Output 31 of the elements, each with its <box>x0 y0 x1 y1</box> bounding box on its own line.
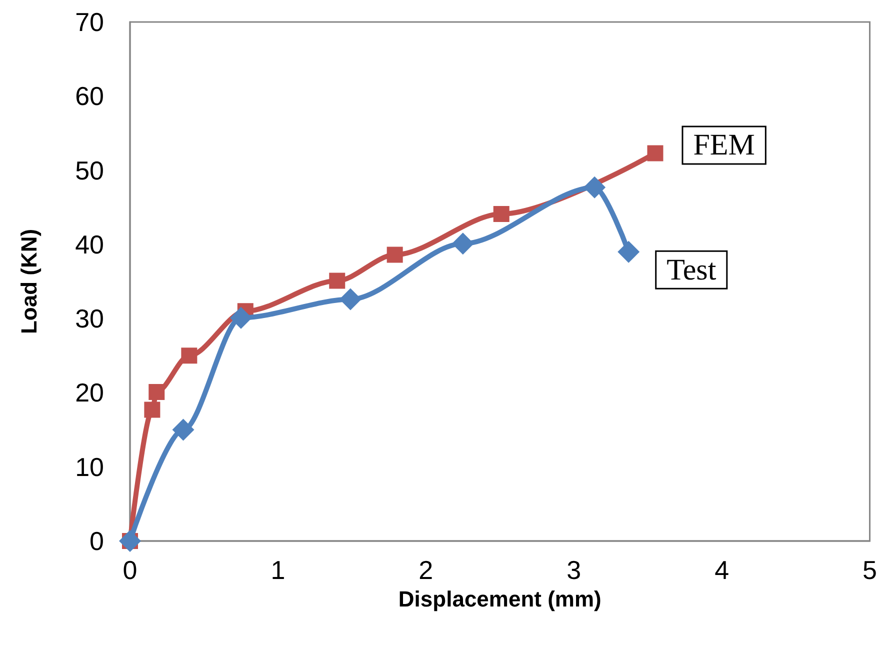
y-tick-label: 40 <box>75 229 104 260</box>
y-tick-label: 20 <box>75 378 104 408</box>
point <box>618 240 640 263</box>
point <box>386 246 403 263</box>
point <box>230 306 252 329</box>
point <box>144 402 160 418</box>
y-axis-title: Load (KN) <box>16 228 42 334</box>
y-tick-label: 50 <box>75 155 104 186</box>
y-tick-label: 60 <box>75 81 104 112</box>
x-tick-label: 2 <box>418 555 434 585</box>
point <box>584 176 606 198</box>
point <box>329 272 346 289</box>
y-tick-label: 10 <box>75 452 104 482</box>
point <box>452 232 474 255</box>
x-tick-label: 5 <box>862 555 878 585</box>
y-tick-label: 70 <box>75 7 104 37</box>
point <box>647 145 664 162</box>
y-tick-label: 30 <box>75 304 104 334</box>
point <box>493 206 510 222</box>
x-tick-label: 4 <box>714 555 730 585</box>
series-label: FEM <box>693 128 755 162</box>
x-axis-title: Displacement (mm) <box>398 586 602 612</box>
x-tick-label: 0 <box>122 555 138 585</box>
point <box>181 348 198 364</box>
y-tick-label: 0 <box>90 526 104 556</box>
point <box>172 418 194 441</box>
x-tick-label: 3 <box>566 555 582 585</box>
point <box>148 384 165 400</box>
x-tick-label: 1 <box>270 555 286 585</box>
point <box>339 288 362 310</box>
series-label: Test <box>666 253 717 286</box>
